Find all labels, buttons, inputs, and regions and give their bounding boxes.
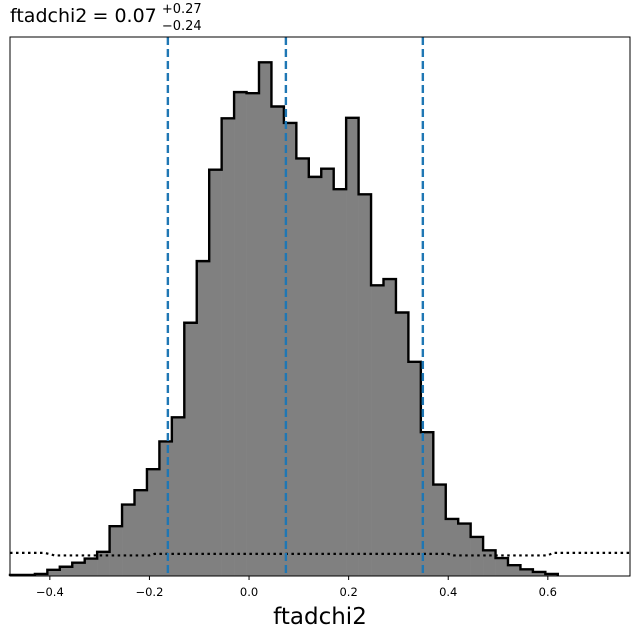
histogram-bin [196,261,210,576]
prior-curve [10,551,630,557]
x-tick-label: 0.6 [539,585,557,599]
histogram-bin [507,565,521,576]
histogram-bin [246,93,260,577]
histogram-bin [383,279,397,576]
histogram-bars [10,62,559,577]
histogram-bin [333,189,347,577]
x-tick-label: −0.4 [36,585,64,599]
histogram-bin [271,106,285,576]
plot-frame [9,36,631,577]
histogram-bin [122,504,135,576]
histogram-bin [221,118,235,577]
histogram-bin [209,169,222,577]
title-lower-error: −0.24 [162,19,202,34]
histogram-bin [408,361,422,576]
histogram-bin [159,441,173,576]
title-median: 0.07 [114,5,156,27]
x-tick-label: −0.2 [135,585,163,599]
histogram-bin [308,176,322,576]
histogram-bin [72,562,85,576]
histogram-bin [371,285,384,576]
histogram-bin [184,322,198,576]
histogram-bin [234,92,247,577]
histogram-bin [258,62,272,576]
histogram-bin [296,158,310,576]
histogram-bin [420,432,434,576]
x-axis-ticks: −0.4 −0.2 0.0 0.2 0.4 0.6 [36,576,557,599]
histogram-bin [495,558,509,576]
histogram-bin [470,536,484,576]
histogram-bin [134,490,148,576]
histogram-outline [8,61,559,577]
histogram-bin [171,417,185,576]
x-tick-label: 0.0 [240,585,258,599]
title-param: ftadchi2 [10,5,87,27]
histogram-bin [483,550,496,576]
histogram-bin [109,526,123,576]
histogram-bin [395,312,409,576]
x-tick-label: 0.2 [339,585,357,599]
histogram-bin [445,518,459,576]
histogram-bin [84,558,98,576]
histogram-bin [346,117,359,577]
histogram-bin [321,168,334,577]
histogram-bin [433,484,447,576]
title-equals: = [92,5,114,27]
histogram-bin [59,566,73,576]
title-upper-error: +0.27 [162,2,202,17]
histogram-bin [358,194,372,577]
x-axis-label: ftadchi2 [273,604,367,630]
quantile-lines [166,37,425,576]
histogram-bin [97,551,110,576]
histogram-bin [520,569,534,576]
x-tick-label: 0.4 [439,585,457,599]
histogram-bin [47,569,61,576]
histogram-bin [458,523,471,576]
histogram-bin [532,571,546,576]
chart-title: ftadchi2 = 0.07 +0.27 −0.24 [10,0,207,34]
histogram-bin [146,469,160,576]
